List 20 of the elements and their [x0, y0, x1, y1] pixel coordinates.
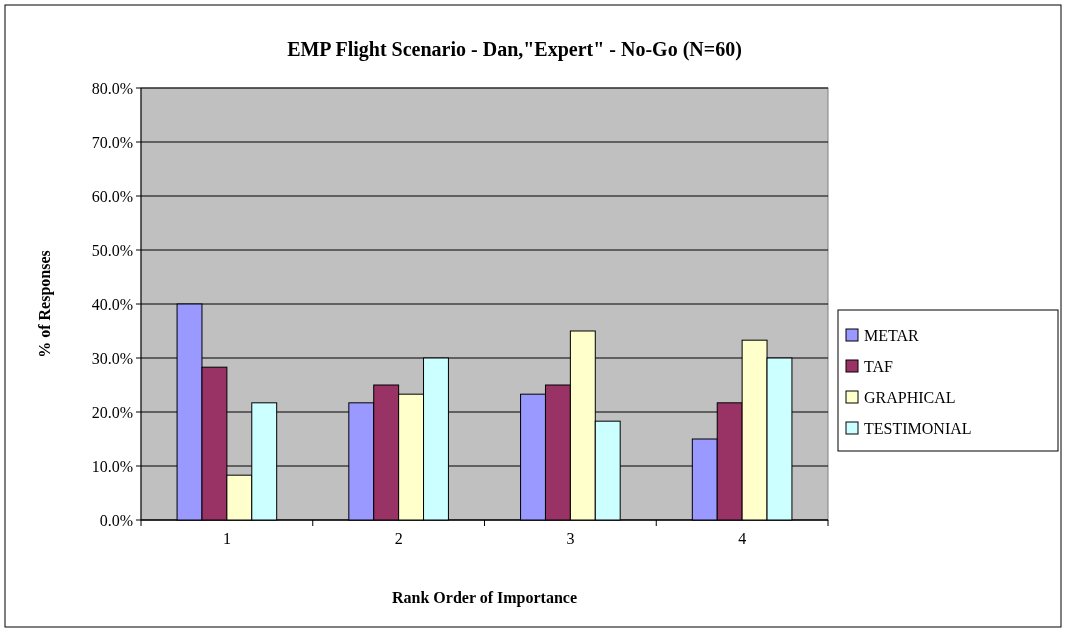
y-tick-label: 60.0% [91, 187, 133, 205]
y-tick-label: 10.0% [91, 457, 133, 475]
x-axis-title: Rank Order of Importance [391, 589, 578, 607]
legend-label: TESTIMONIAL [864, 419, 972, 437]
x-tick-label: 3 [566, 530, 575, 547]
chart-title: EMP Flight Scenario - Dan,"Expert" - No-Go (N=60) [287, 38, 742, 61]
legend-label: TAF [864, 357, 894, 375]
y-tick-label: 70.0% [91, 133, 133, 151]
y-tick-label: 0.0% [99, 511, 133, 529]
y-tick-label: 20.0% [91, 403, 133, 421]
x-tick-label: 4 [738, 530, 747, 547]
legend-label: GRAPHICAL [864, 388, 956, 406]
y-tick-label: 40.0% [91, 295, 133, 313]
x-tick-label: 2 [394, 530, 403, 547]
y-tick-label: 80.0% [91, 79, 133, 97]
y-tick-label: 30.0% [91, 349, 133, 367]
legend-label: METAR [864, 326, 920, 344]
x-tick-label: 1 [222, 530, 231, 547]
y-axis-title: % of Responses [36, 250, 54, 358]
y-tick-label: 50.0% [91, 241, 133, 259]
